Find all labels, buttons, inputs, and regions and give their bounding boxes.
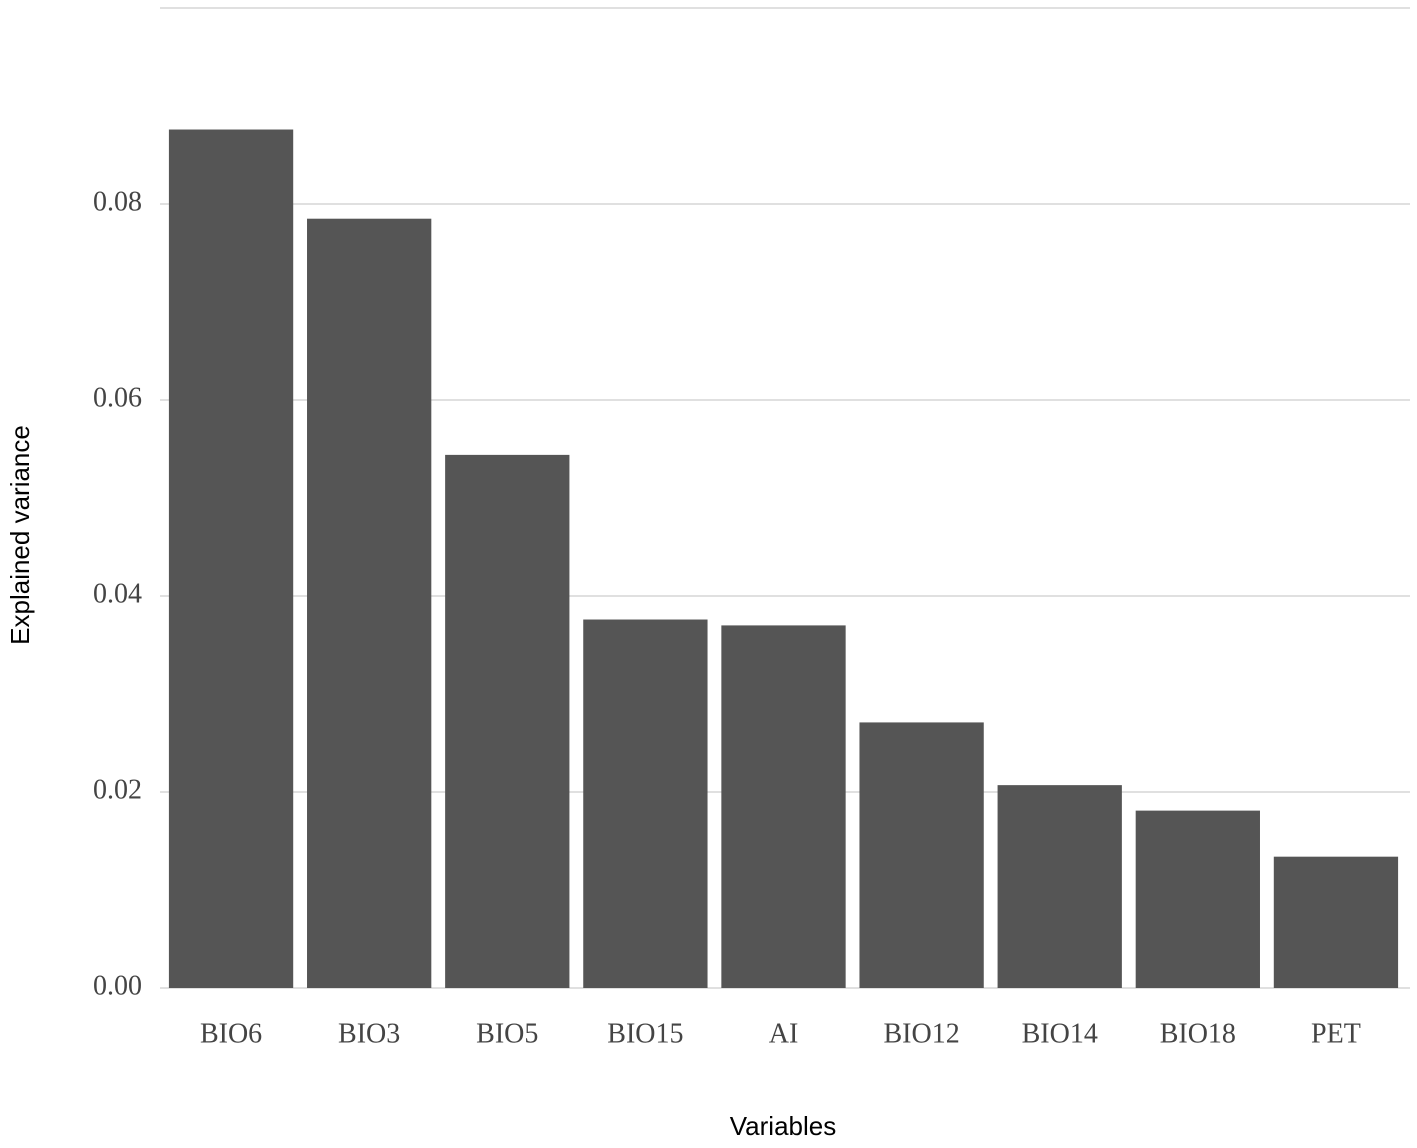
bar [721,625,846,988]
y-axis-title: Explained variance [5,425,35,645]
bar [1135,810,1260,988]
x-tick-label: BIO15 [607,1018,683,1049]
bar [168,129,294,988]
y-tick-label: 0.08 [93,186,142,217]
x-tick-label: BIO14 [1022,1018,1098,1049]
y-tick-label: 0.00 [93,970,142,1001]
x-tick-label: BIO3 [338,1018,400,1049]
bar [583,619,708,988]
x-tick-label: BIO6 [200,1018,262,1049]
x-tick-label: PET [1311,1018,1361,1049]
x-tick-label: AI [769,1018,799,1049]
y-tick-label: 0.04 [93,578,142,609]
x-tick-label: BIO12 [883,1018,959,1049]
x-tick-label: BIO5 [476,1018,538,1049]
bar [997,785,1122,988]
bar [445,454,570,988]
bar [859,722,984,988]
bar [307,218,432,988]
bar [1273,856,1399,988]
y-tick-label: 0.02 [93,774,142,805]
y-tick-label: 0.06 [93,382,142,413]
x-axis-title: Variables [730,1111,836,1141]
x-tick-label: BIO18 [1160,1018,1236,1049]
